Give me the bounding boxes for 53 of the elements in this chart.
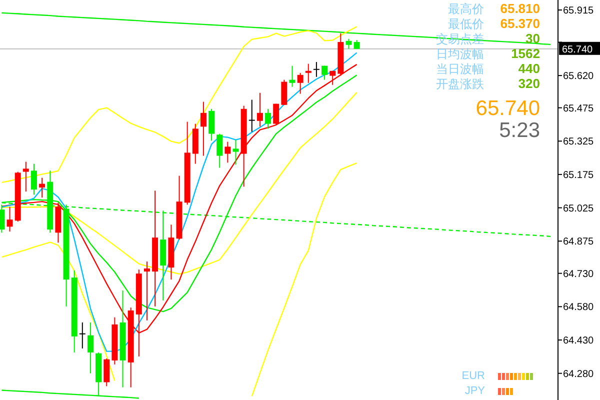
candlestick <box>104 358 110 387</box>
candlestick <box>322 65 328 80</box>
y-tick-label: 64.875 <box>563 236 594 248</box>
y-tick-label: 65.325 <box>563 136 594 148</box>
candlestick <box>30 163 37 196</box>
y-tick-label: 65.475 <box>563 103 594 114</box>
annotation: EUR <box>462 370 486 382</box>
annotation: 65.740 <box>476 97 540 120</box>
ref-line-label: 65.740 <box>562 44 594 56</box>
y-tick-label: 65.025 <box>563 203 594 214</box>
candlestick <box>313 62 320 78</box>
candlestick <box>289 65 296 88</box>
candlestick <box>265 108 272 130</box>
annotation: 最高价 <box>448 2 484 16</box>
annotation: 65.370 <box>500 16 540 31</box>
candlestick <box>144 261 150 321</box>
candlestick <box>208 108 215 142</box>
annotation: JPY <box>464 385 486 397</box>
candlestick <box>232 139 239 166</box>
annotation: 1562 <box>511 46 540 61</box>
annotation: 320 <box>518 76 540 91</box>
candlestick <box>248 99 255 132</box>
annotation: 30 <box>526 31 540 46</box>
y-tick-label: 65.175 <box>563 170 594 181</box>
candlestick <box>256 92 263 128</box>
candlestick <box>200 101 206 156</box>
candlestick <box>216 133 223 168</box>
candlestick <box>39 177 46 198</box>
y-tick-label: 65.620 <box>563 71 594 82</box>
y-tick-label: 65.915 <box>563 6 594 16</box>
annotation: 5:23 <box>499 119 540 142</box>
candlestick <box>87 322 94 374</box>
candlestick <box>6 206 13 232</box>
annotation: 440 <box>518 61 540 76</box>
candlestick <box>297 72 304 94</box>
candlestick <box>273 103 280 126</box>
candlestick <box>305 63 312 84</box>
annotation: 当日波幅 <box>436 62 484 76</box>
candlestick <box>224 141 231 164</box>
candlestick <box>346 38 352 50</box>
y-tick-label: 64.280 <box>563 368 594 380</box>
line-series <box>1 92 358 275</box>
annotation: 65.810 <box>500 1 540 16</box>
y-tick-label: 64.580 <box>563 302 594 314</box>
y-tick-label: 64.730 <box>563 268 594 280</box>
y-tick-label: 64.430 <box>563 336 594 346</box>
annotation: 开盘涨跌 <box>436 77 484 91</box>
candlestick <box>281 79 288 106</box>
annotation: 最低价 <box>448 17 484 31</box>
candlestick <box>22 161 29 192</box>
annotation: 日均波幅 <box>436 47 484 61</box>
candlestick <box>79 322 86 349</box>
candlestick <box>330 70 336 86</box>
